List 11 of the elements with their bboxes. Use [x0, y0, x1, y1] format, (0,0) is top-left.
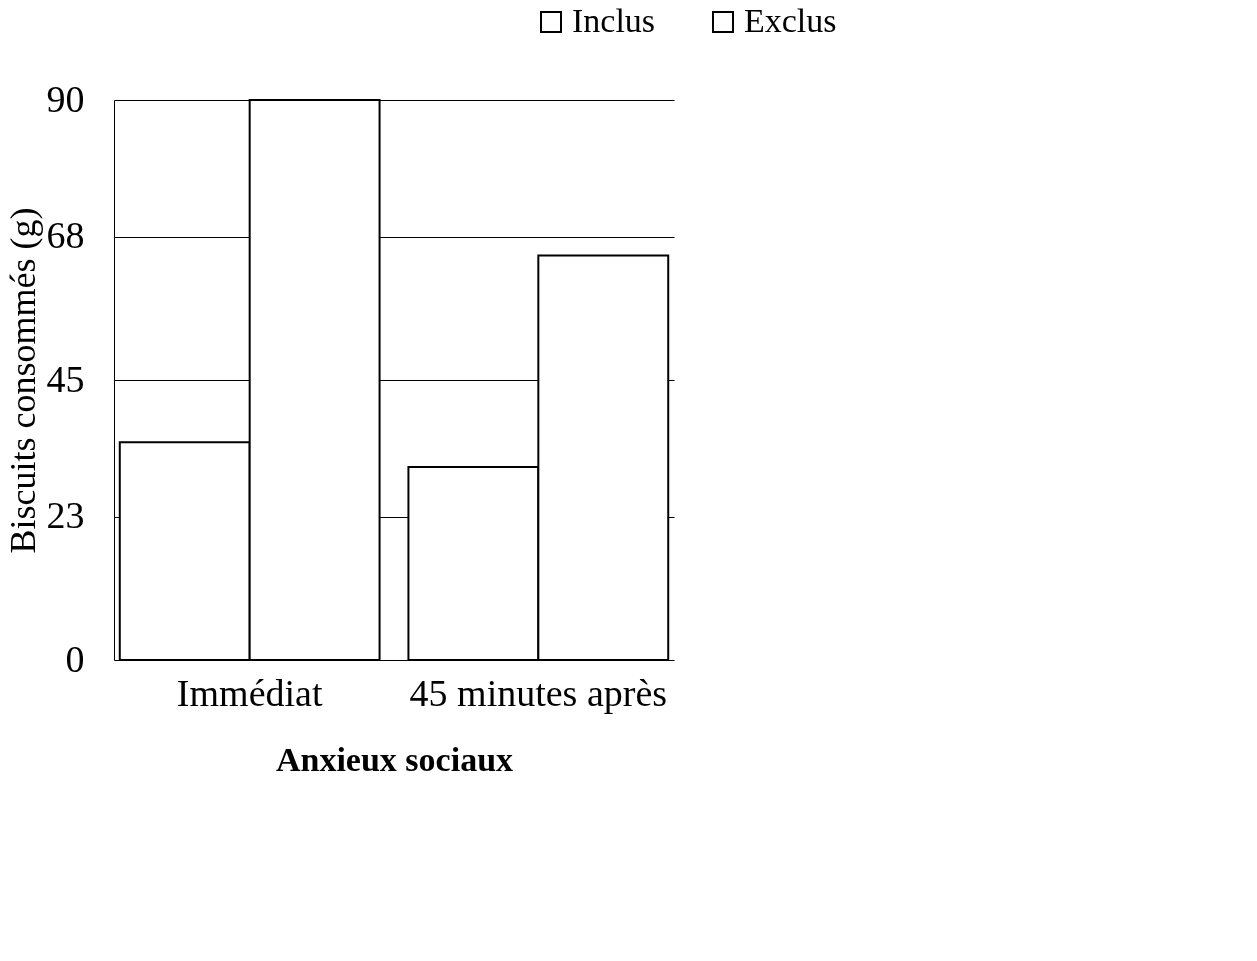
legend-label: Inclus [572, 2, 656, 39]
y-tick-label: 23 [46, 494, 85, 537]
y-tick-label: 45 [46, 357, 85, 400]
x-axis-title: Anxieux sociaux [275, 740, 514, 778]
x-tick-label: Immédiat [176, 671, 323, 714]
y-axis-title: Biscuits consommés (g) [2, 207, 43, 554]
y-tick-label: 90 [46, 77, 85, 120]
y-tick-label: 68 [46, 214, 85, 257]
legend-label: Exclus [744, 2, 837, 39]
y-tick-label: 0 [65, 637, 85, 680]
x-tick-label: 45 minutes après [409, 671, 668, 714]
